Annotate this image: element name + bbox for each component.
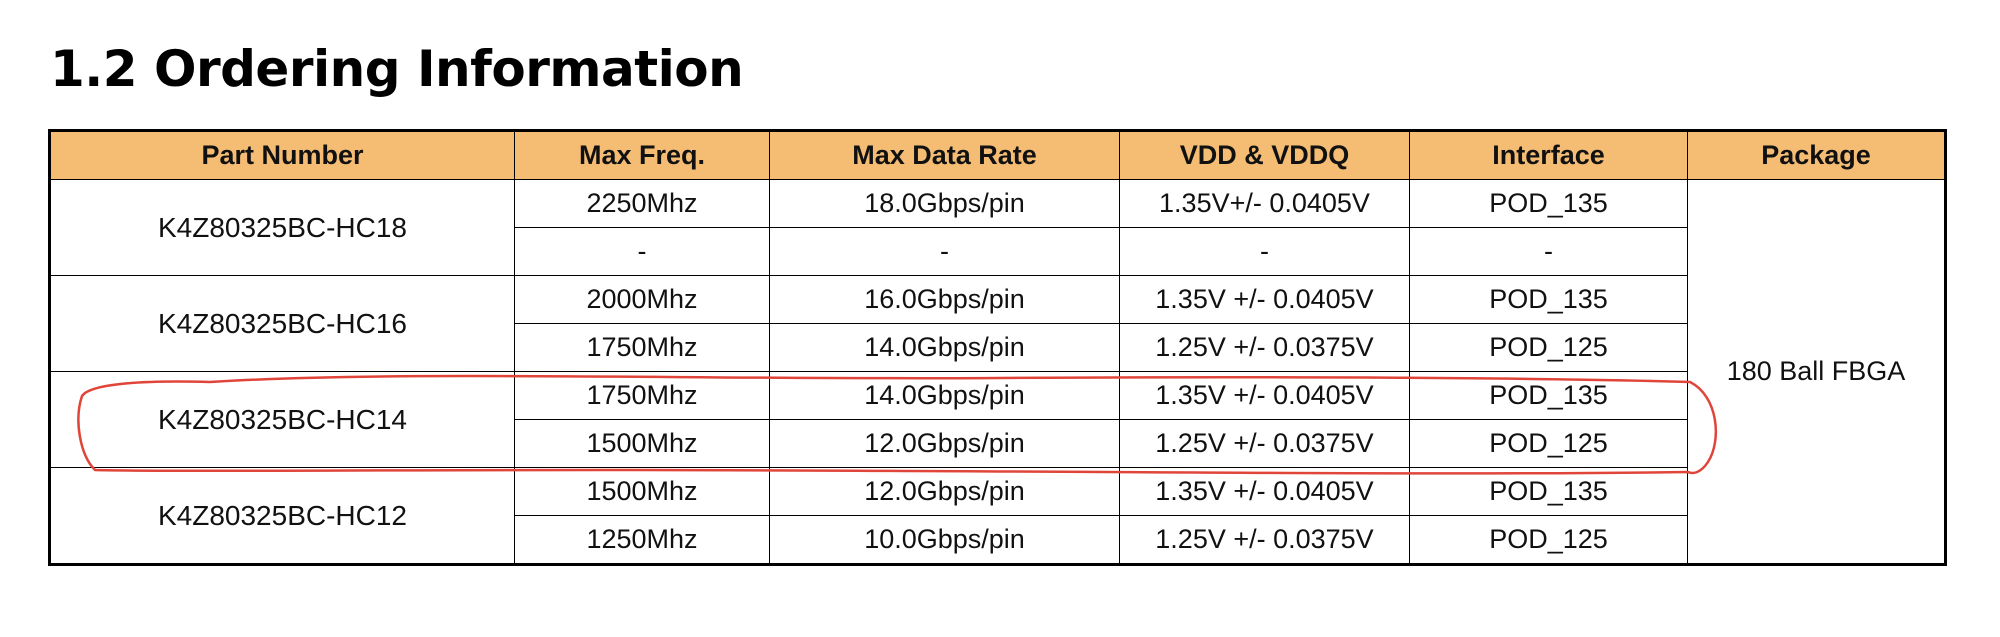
package-cell: 180 Ball FBGA xyxy=(1687,179,1946,565)
vdd-cell: 1.25V +/- 0.0375V xyxy=(1119,323,1410,372)
max-data-rate-cell: 12.0Gbps/pin xyxy=(769,419,1120,468)
table-row: - - - - xyxy=(50,227,1946,276)
header-max-freq: Max Freq. xyxy=(514,130,770,180)
vdd-cell: 1.35V +/- 0.0405V xyxy=(1119,371,1410,420)
header-vdd-vddq: VDD & VDDQ xyxy=(1119,130,1410,180)
interface-cell: POD_135 xyxy=(1409,179,1688,228)
interface-cell: POD_135 xyxy=(1409,371,1688,420)
interface-cell: POD_135 xyxy=(1409,467,1688,516)
max-freq-cell: 1500Mhz xyxy=(514,467,770,516)
max-data-rate-cell: 10.0Gbps/pin xyxy=(769,515,1120,565)
interface-cell: POD_125 xyxy=(1409,323,1688,372)
interface-cell: - xyxy=(1409,227,1688,276)
table-row: K4Z80325BC-HC12 1500Mhz 12.0Gbps/pin 1.3… xyxy=(49,467,1946,565)
max-freq-cell: 2250Mhz xyxy=(514,179,770,228)
max-freq-cell: 1250Mhz xyxy=(514,515,770,565)
table-row: 1250Mhz 10.0Gbps/pin 1.25V +/- 0.0375V P… xyxy=(50,515,1946,565)
max-freq-cell: 1500Mhz xyxy=(514,419,770,468)
table-row: K4Z80325BC-HC16 2000Mhz 16.0Gbps/pin 1.3… xyxy=(49,275,1946,372)
table-row: 1750Mhz 14.0Gbps/pin 1.25V +/- 0.0375V P… xyxy=(50,323,1946,372)
vdd-cell: 1.25V +/- 0.0375V xyxy=(1119,419,1410,468)
max-data-rate-cell: 16.0Gbps/pin xyxy=(769,275,1120,324)
max-freq-cell: 2000Mhz xyxy=(514,275,770,324)
header-part-number: Part Number xyxy=(49,130,515,180)
header-interface: Interface xyxy=(1409,130,1688,180)
max-freq-cell: 1750Mhz xyxy=(514,371,770,420)
max-freq-cell: 1750Mhz xyxy=(514,323,770,372)
interface-cell: POD_135 xyxy=(1409,275,1688,324)
header-max-data-rate: Max Data Rate xyxy=(769,130,1120,180)
part-number-cell: K4Z80325BC-HC14 xyxy=(49,371,515,468)
ordering-table: Part Number Max Freq. Max Data Rate VDD … xyxy=(48,129,1947,566)
part-number-cell: K4Z80325BC-HC18 xyxy=(49,179,515,276)
interface-cell: POD_125 xyxy=(1409,419,1688,468)
interface-cell: POD_125 xyxy=(1409,515,1688,565)
table-row: K4Z80325BC-HC18 2250Mhz 18.0Gbps/pin 1.3… xyxy=(49,179,1946,565)
table-row: K4Z80325BC-HC14 1750Mhz 14.0Gbps/pin 1.3… xyxy=(49,371,1946,468)
max-data-rate-cell: 14.0Gbps/pin xyxy=(769,323,1120,372)
header-package: Package xyxy=(1687,130,1946,180)
max-freq-cell: - xyxy=(514,227,770,276)
part-number-cell: K4Z80325BC-HC16 xyxy=(49,275,515,372)
vdd-cell: - xyxy=(1119,227,1410,276)
max-data-rate-cell: 18.0Gbps/pin xyxy=(769,179,1120,228)
vdd-cell: 1.35V +/- 0.0405V xyxy=(1119,467,1410,516)
header-row: Part Number Max Freq. Max Data Rate VDD … xyxy=(49,130,1946,180)
part-number-cell: K4Z80325BC-HC12 xyxy=(49,467,515,565)
vdd-cell: 1.35V+/- 0.0405V xyxy=(1119,179,1410,228)
vdd-cell: 1.35V +/- 0.0405V xyxy=(1119,275,1410,324)
vdd-cell: 1.25V +/- 0.0375V xyxy=(1119,515,1410,565)
max-data-rate-cell: - xyxy=(769,227,1120,276)
page-title: 1.2 Ordering Information xyxy=(50,40,744,98)
max-data-rate-cell: 14.0Gbps/pin xyxy=(769,371,1120,420)
max-data-rate-cell: 12.0Gbps/pin xyxy=(769,467,1120,516)
